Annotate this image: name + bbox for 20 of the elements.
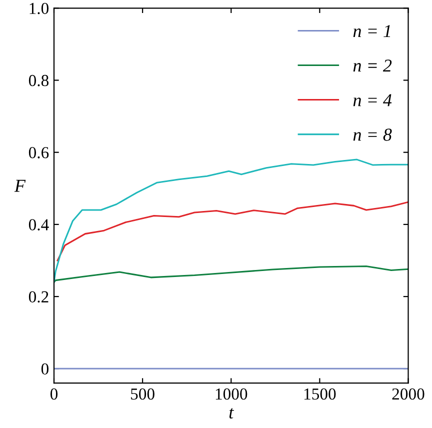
x-axis-title: t	[229, 408, 234, 419]
legend-label: n = 8	[353, 128, 392, 141]
y-tick-label: 0.2	[28, 291, 48, 303]
y-axis-title: F	[14, 180, 26, 192]
legend-label: n = 4	[353, 94, 392, 106]
y-tick-label: 1.0	[30, 2, 49, 14]
x-tick-label: 500	[131, 388, 154, 400]
y-tick-label: 0.8	[28, 74, 49, 86]
legend-label: n = 2	[353, 60, 392, 72]
x-tick-label: 1500	[304, 388, 336, 400]
y-tick-label: 0	[41, 363, 49, 375]
x-tick-label: 2000	[392, 388, 424, 400]
x-tick-label: 0	[50, 388, 58, 400]
x-tick-label: 1000	[216, 388, 248, 400]
line-series	[54, 265, 408, 283]
line-series	[56, 201, 408, 262]
y-tick-label: 0.6	[28, 147, 49, 158]
line-series	[54, 158, 408, 283]
y-tick-label: 0.4	[28, 219, 49, 230]
legend-label: n = 1	[353, 25, 390, 38]
